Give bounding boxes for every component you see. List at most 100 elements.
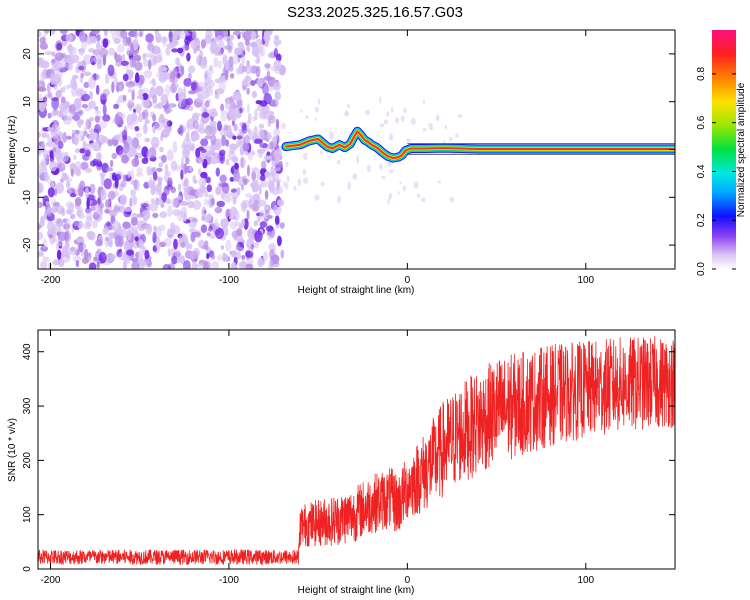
noise-blob: [233, 123, 238, 132]
noise-blob: [94, 116, 100, 123]
noise-blob: [275, 118, 280, 130]
noise-blob: [197, 168, 202, 175]
noise-blob: [389, 169, 394, 174]
noise-blob: [98, 120, 108, 129]
noise-blob: [242, 142, 250, 152]
noise-blob: [40, 245, 48, 252]
noise-blob: [286, 175, 290, 183]
noise-blob: [387, 161, 392, 167]
noise-blob: [100, 174, 105, 187]
noise-blob: [89, 183, 96, 195]
noise-blob: [127, 171, 132, 178]
noise-blob: [127, 146, 137, 157]
noise-blob: [165, 184, 174, 191]
noise-blob: [379, 123, 385, 128]
noise-blob: [114, 177, 119, 189]
x-tick-label: -200: [40, 575, 60, 586]
noise-blob: [258, 128, 265, 140]
noise-blob: [200, 138, 209, 147]
noise-blob: [183, 163, 188, 175]
noise-blob: [265, 225, 274, 232]
noise-blob: [320, 181, 325, 187]
noise-blob: [68, 188, 72, 195]
noise-blob: [108, 237, 113, 247]
noise-blob: [211, 253, 216, 261]
noise-blob: [38, 30, 42, 38]
noise-blob: [181, 45, 190, 51]
noise-blob: [201, 206, 207, 218]
noise-blob: [71, 103, 77, 116]
noise-blob: [319, 150, 323, 154]
colorbar-tick-label: 0.8: [696, 67, 707, 81]
noise-blob: [219, 182, 228, 188]
noise-blob: [346, 104, 350, 108]
noise-blob: [241, 124, 248, 134]
noise-blob: [118, 251, 126, 261]
noise-blob: [205, 85, 214, 97]
noise-blob: [216, 35, 224, 43]
noise-blob: [106, 221, 111, 227]
noise-blob: [225, 69, 229, 81]
noise-blob: [153, 104, 161, 109]
noise-blob: [237, 41, 244, 48]
noise-blob: [202, 261, 209, 269]
noise-blob: [135, 105, 142, 114]
noise-blob: [206, 253, 210, 260]
noise-blob: [190, 39, 198, 50]
noise-blob: [328, 131, 335, 140]
noise-blob: [136, 213, 144, 218]
noise-blob: [234, 221, 243, 226]
noise-blob: [273, 254, 279, 263]
noise-blob: [262, 83, 269, 96]
noise-blob: [78, 214, 86, 220]
noise-blob: [44, 50, 53, 56]
noise-blob: [243, 134, 250, 146]
noise-blob: [211, 112, 215, 118]
noise-blob: [49, 150, 54, 159]
noise-blob: [71, 81, 78, 90]
noise-blob: [99, 92, 108, 100]
noise-blob: [121, 53, 126, 63]
y-axis-ticks: -20 -10 0 10 20: [22, 48, 675, 252]
noise-blob: [125, 64, 129, 75]
noise-blob: [243, 75, 253, 87]
noise-blob: [181, 241, 186, 248]
noise-blob: [78, 30, 86, 43]
noise-blob: [166, 120, 173, 127]
noise-blob: [53, 83, 58, 90]
noise-blob: [85, 207, 92, 214]
noise-blob: [234, 162, 240, 170]
noise-blob: [122, 94, 127, 102]
noise-blob: [265, 170, 270, 179]
noise-blob: [303, 152, 308, 161]
noise-blob: [190, 231, 196, 243]
noise-blob: [171, 48, 179, 53]
noise-blob: [57, 76, 63, 87]
noise-blob: [135, 172, 144, 177]
noise-blob: [254, 138, 263, 144]
noise-blob: [268, 184, 275, 193]
noise-blob: [168, 31, 173, 43]
noise-blob: [129, 225, 134, 234]
noise-blob: [61, 86, 66, 93]
noise-blob: [395, 117, 400, 124]
noise-blob: [273, 35, 280, 41]
noise-blob: [47, 127, 54, 132]
noise-blob: [72, 255, 82, 263]
noise-blob: [268, 115, 276, 124]
noise-blob: [45, 204, 52, 216]
noise-blob: [85, 187, 89, 199]
noise-blob: [73, 111, 79, 122]
noise-blob: [435, 114, 440, 121]
noise-blob: [107, 64, 115, 77]
noise-blob: [86, 221, 90, 229]
noise-blob: [162, 37, 167, 47]
noise-blob: [156, 176, 164, 182]
noise-blob: [96, 41, 101, 52]
noise-blob: [73, 221, 80, 226]
noise-blob: [184, 35, 192, 41]
noise-blob: [224, 191, 231, 198]
noise-blob: [251, 90, 258, 99]
noise-blob: [268, 243, 276, 251]
